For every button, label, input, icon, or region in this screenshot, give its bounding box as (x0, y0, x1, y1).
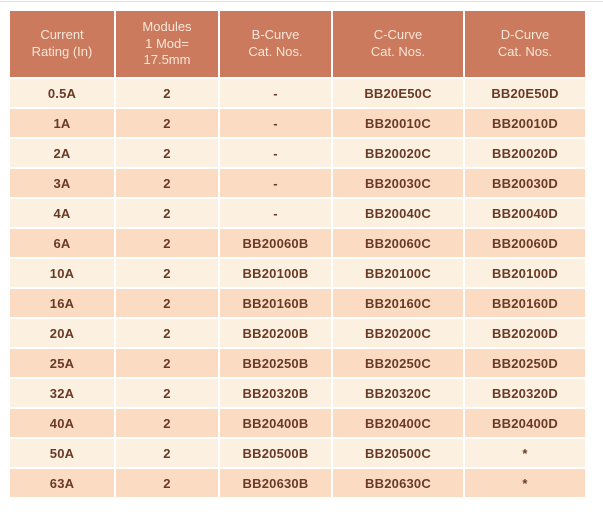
table-cell-modules: 2 (116, 229, 218, 257)
table-cell-modules: 2 (116, 199, 218, 227)
table-cell-current-rating: 10A (10, 259, 114, 287)
table-cell-d-curve: BB20030D (465, 169, 585, 197)
column-header-current-rating: Current Rating (In) (10, 11, 114, 77)
table-cell-b-curve: BB20200B (220, 319, 331, 347)
table-cell-b-curve: BB20060B (220, 229, 331, 257)
table-cell-d-curve: BB20160D (465, 289, 585, 317)
table-cell-c-curve: BB20E50C (333, 79, 463, 107)
column-header-b-curve: B-Curve Cat. Nos. (220, 11, 331, 77)
table-cell-d-curve: BB20040D (465, 199, 585, 227)
table-cell-current-rating: 25A (10, 349, 114, 377)
table-cell-current-rating: 20A (10, 319, 114, 347)
table-cell-c-curve: BB20010C (333, 109, 463, 137)
table-cell-b-curve: - (220, 169, 331, 197)
table-cell-d-curve: BB20100D (465, 259, 585, 287)
table-cell-modules: 2 (116, 289, 218, 317)
table-cell-d-curve: BB20060D (465, 229, 585, 257)
table-cell-current-rating: 4A (10, 199, 114, 227)
table-cell-current-rating: 6A (10, 229, 114, 257)
table-cell-current-rating: 50A (10, 439, 114, 467)
column-header-c-curve: C-Curve Cat. Nos. (333, 11, 463, 77)
table-cell-c-curve: BB20160C (333, 289, 463, 317)
table-cell-current-rating: 3A (10, 169, 114, 197)
table-cell-c-curve: BB20500C (333, 439, 463, 467)
table-cell-current-rating: 32A (10, 379, 114, 407)
table-cell-b-curve: - (220, 199, 331, 227)
table-cell-b-curve: BB20400B (220, 409, 331, 437)
table-cell-d-curve: * (465, 469, 585, 497)
table-cell-current-rating: 0.5A (10, 79, 114, 107)
table-cell-c-curve: BB20400C (333, 409, 463, 437)
table-cell-modules: 2 (116, 79, 218, 107)
table-cell-b-curve: BB20320B (220, 379, 331, 407)
table-cell-d-curve: BB20320D (465, 379, 585, 407)
table-cell-modules: 2 (116, 169, 218, 197)
table-cell-c-curve: BB20030C (333, 169, 463, 197)
table-cell-d-curve: BB20200D (465, 319, 585, 347)
table-cell-c-curve: BB20200C (333, 319, 463, 347)
table-cell-d-curve: BB20E50D (465, 79, 585, 107)
table-cell-c-curve: BB20250C (333, 349, 463, 377)
column-header-d-curve: D-Curve Cat. Nos. (465, 11, 585, 77)
table-cell-modules: 2 (116, 109, 218, 137)
table-cell-c-curve: BB20320C (333, 379, 463, 407)
table-cell-modules: 2 (116, 469, 218, 497)
table-cell-d-curve: * (465, 439, 585, 467)
table-cell-b-curve: BB20250B (220, 349, 331, 377)
table-cell-modules: 2 (116, 379, 218, 407)
table-cell-d-curve: BB20020D (465, 139, 585, 167)
table-cell-modules: 2 (116, 349, 218, 377)
table-cell-b-curve: - (220, 79, 331, 107)
table-cell-c-curve: BB20060C (333, 229, 463, 257)
table-cell-current-rating: 63A (10, 469, 114, 497)
table-cell-b-curve: BB20630B (220, 469, 331, 497)
table-cell-modules: 2 (116, 259, 218, 287)
table-cell-b-curve: - (220, 139, 331, 167)
table-cell-d-curve: BB20010D (465, 109, 585, 137)
table-cell-current-rating: 2A (10, 139, 114, 167)
column-header-modules: Modules 1 Mod= 17.5mm (116, 11, 218, 77)
table-cell-current-rating: 16A (10, 289, 114, 317)
table-cell-b-curve: - (220, 109, 331, 137)
table-cell-c-curve: BB20630C (333, 469, 463, 497)
table-cell-modules: 2 (116, 439, 218, 467)
catalog-number-table: Current Rating (In) Modules 1 Mod= 17.5m… (10, 11, 585, 497)
top-edge-line (0, 1, 603, 2)
table-cell-current-rating: 40A (10, 409, 114, 437)
table-cell-c-curve: BB20100C (333, 259, 463, 287)
table-cell-b-curve: BB20500B (220, 439, 331, 467)
table-cell-modules: 2 (116, 409, 218, 437)
table-cell-b-curve: BB20100B (220, 259, 331, 287)
table-cell-b-curve: BB20160B (220, 289, 331, 317)
table-cell-modules: 2 (116, 139, 218, 167)
table-cell-c-curve: BB20040C (333, 199, 463, 227)
table-cell-c-curve: BB20020C (333, 139, 463, 167)
table-cell-current-rating: 1A (10, 109, 114, 137)
table-cell-d-curve: BB20400D (465, 409, 585, 437)
table-cell-d-curve: BB20250D (465, 349, 585, 377)
table-cell-modules: 2 (116, 319, 218, 347)
